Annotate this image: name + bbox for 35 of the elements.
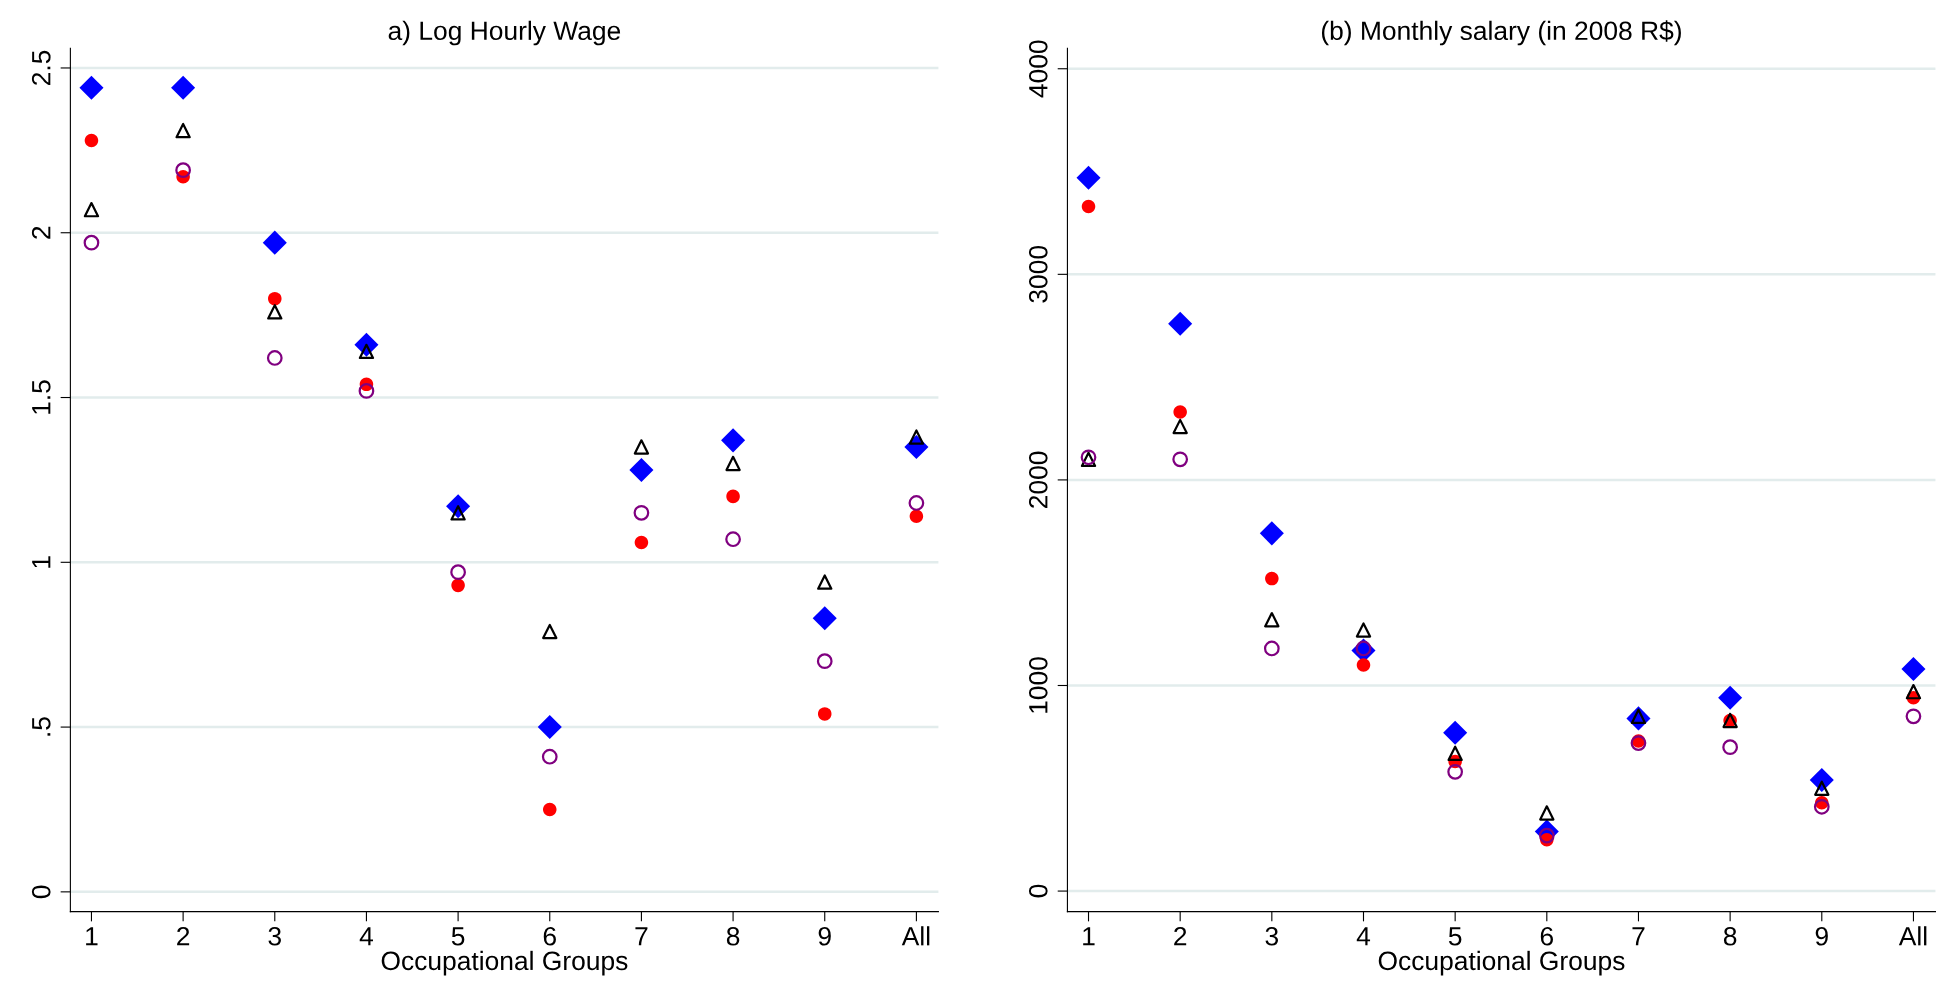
y-tick-label: 4000 — [1028, 40, 1048, 98]
x-tick-label: 1 — [1083, 927, 1095, 946]
x-tick-label: 1 — [86, 927, 98, 946]
x-tick-label: 7 — [1632, 927, 1645, 946]
x-tick-label: 6 — [543, 926, 556, 946]
x-tick-label: 2 — [177, 926, 190, 946]
chart-title: (b) Monthly salary (in 2008 R$) — [1321, 20, 1681, 46]
y-tick-label: .5 — [32, 717, 51, 736]
x-tick-label: 2 — [1174, 926, 1187, 946]
chart-title: a) Log Hourly Wage — [388, 20, 621, 46]
y-tick-label: 3000 — [1028, 246, 1048, 303]
x-axis-title: Occupational Groups — [1378, 950, 1625, 976]
x-tick-label: 9 — [818, 926, 831, 946]
x-tick-label: 5 — [1448, 927, 1462, 946]
x-tick-label: All — [901, 926, 930, 946]
y-tick-label: 1 — [32, 556, 51, 568]
x-tick-label: 8 — [726, 926, 740, 946]
x-tick-label: 4 — [1356, 927, 1371, 946]
y-tick-label: 0 — [31, 885, 51, 899]
x-tick-label: All — [1898, 926, 1927, 946]
x-tick-label: 4 — [359, 927, 374, 946]
x-axis-title: Occupational Groups — [381, 950, 628, 976]
y-tick-label: 2000 — [1028, 451, 1048, 508]
x-tick-label: 3 — [268, 926, 281, 946]
y-tick-label: 2 — [31, 226, 51, 239]
x-tick-label: 7 — [635, 927, 648, 946]
y-tick-label: 1000 — [1028, 657, 1048, 713]
x-tick-label: 9 — [1815, 926, 1828, 946]
y-tick-label: 0 — [1028, 884, 1048, 898]
x-tick-label: 8 — [1723, 926, 1737, 946]
y-tick-label: 1.5 — [32, 380, 51, 414]
y-tick-label: 2.5 — [31, 50, 51, 85]
x-tick-label: 3 — [1265, 926, 1279, 946]
x-tick-label: 5 — [451, 927, 465, 946]
x-tick-label: 6 — [1540, 926, 1553, 946]
